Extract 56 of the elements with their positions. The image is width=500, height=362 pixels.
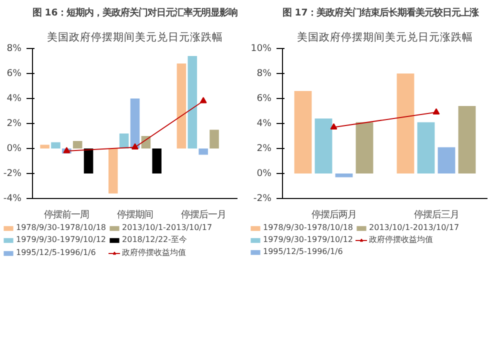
x-tick-label: 停摆期间 [117, 210, 153, 220]
legend-label: 1995/12/5-1996/1/6 [263, 247, 343, 256]
bar [294, 91, 312, 174]
x-tick-label: 停摆后三月 [414, 210, 459, 220]
chart-title: 图 17：美政府关门结束后长期看美元较日元上涨 [282, 8, 480, 18]
legend-label: 政府停摆收益均值 [122, 247, 186, 258]
bar [130, 98, 140, 148]
bar [198, 148, 208, 155]
chart-subtitle: 美国政府停摆期间美元兑日元涨跌幅 [297, 30, 473, 44]
y-tick-label: 0% [6, 143, 22, 154]
y-tick-label: -2% [3, 168, 22, 179]
y-tick-label: 0% [256, 168, 272, 179]
y-tick-label: 2% [6, 118, 22, 129]
bar [108, 148, 118, 194]
bar [40, 144, 50, 148]
y-tick-label: 4% [256, 118, 272, 129]
legend-label: 2018/12/22-至今 [122, 234, 188, 245]
bar [210, 130, 219, 148]
y-tick-label: -4% [3, 193, 22, 204]
bar [335, 174, 353, 178]
y-tick-label: 8% [256, 68, 272, 79]
bar [72, 141, 82, 148]
bar [119, 134, 129, 148]
y-tick-label: 10% [250, 43, 272, 54]
x-tick-label: 停摆后一月 [180, 210, 226, 220]
bar [51, 142, 60, 148]
legend-label: 1979/9/30-1979/10/12 [16, 235, 106, 244]
y-tick-label: 2% [256, 143, 272, 154]
y-tick-label: 8% [6, 43, 22, 54]
bar [188, 56, 198, 148]
legend-label: 政府停摆收益均值 [369, 234, 434, 245]
y-tick-label: 6% [256, 93, 272, 104]
legend-label: 1979/9/30-1979/10/12 [263, 235, 354, 244]
bar [356, 122, 374, 174]
bar [417, 122, 435, 174]
chart-title: 图 16：短期内，美政府关门对日元汇率无明显影响 [32, 8, 238, 18]
legend-label: 2013/10/1-2013/10/17 [369, 223, 460, 232]
bar [314, 118, 332, 174]
bar [438, 147, 456, 174]
y-tick-label: 6% [6, 68, 22, 79]
bar [152, 148, 162, 174]
legend-label: 2013/10/1-2013/10/17 [122, 223, 212, 232]
point [200, 97, 207, 104]
bar [396, 74, 414, 174]
legend-label: 1978/9/30-1978/10/18 [16, 223, 106, 232]
y-tick-label: 4% [6, 93, 22, 104]
bar [84, 148, 94, 174]
x-tick-label: 停摆前一周 [44, 210, 90, 220]
x-tick-label: 停摆后两月 [311, 210, 356, 220]
point [132, 143, 138, 150]
bar [458, 106, 476, 174]
legend-label: 1978/9/30-1978/10/18 [263, 223, 354, 232]
legend-label: 1995/12/5-1996/1/6 [16, 248, 96, 257]
chart-subtitle: 美国政府停摆期间美元兑日元涨跌幅 [47, 30, 223, 44]
bar [176, 64, 186, 148]
y-tick-label: -2% [253, 193, 272, 204]
